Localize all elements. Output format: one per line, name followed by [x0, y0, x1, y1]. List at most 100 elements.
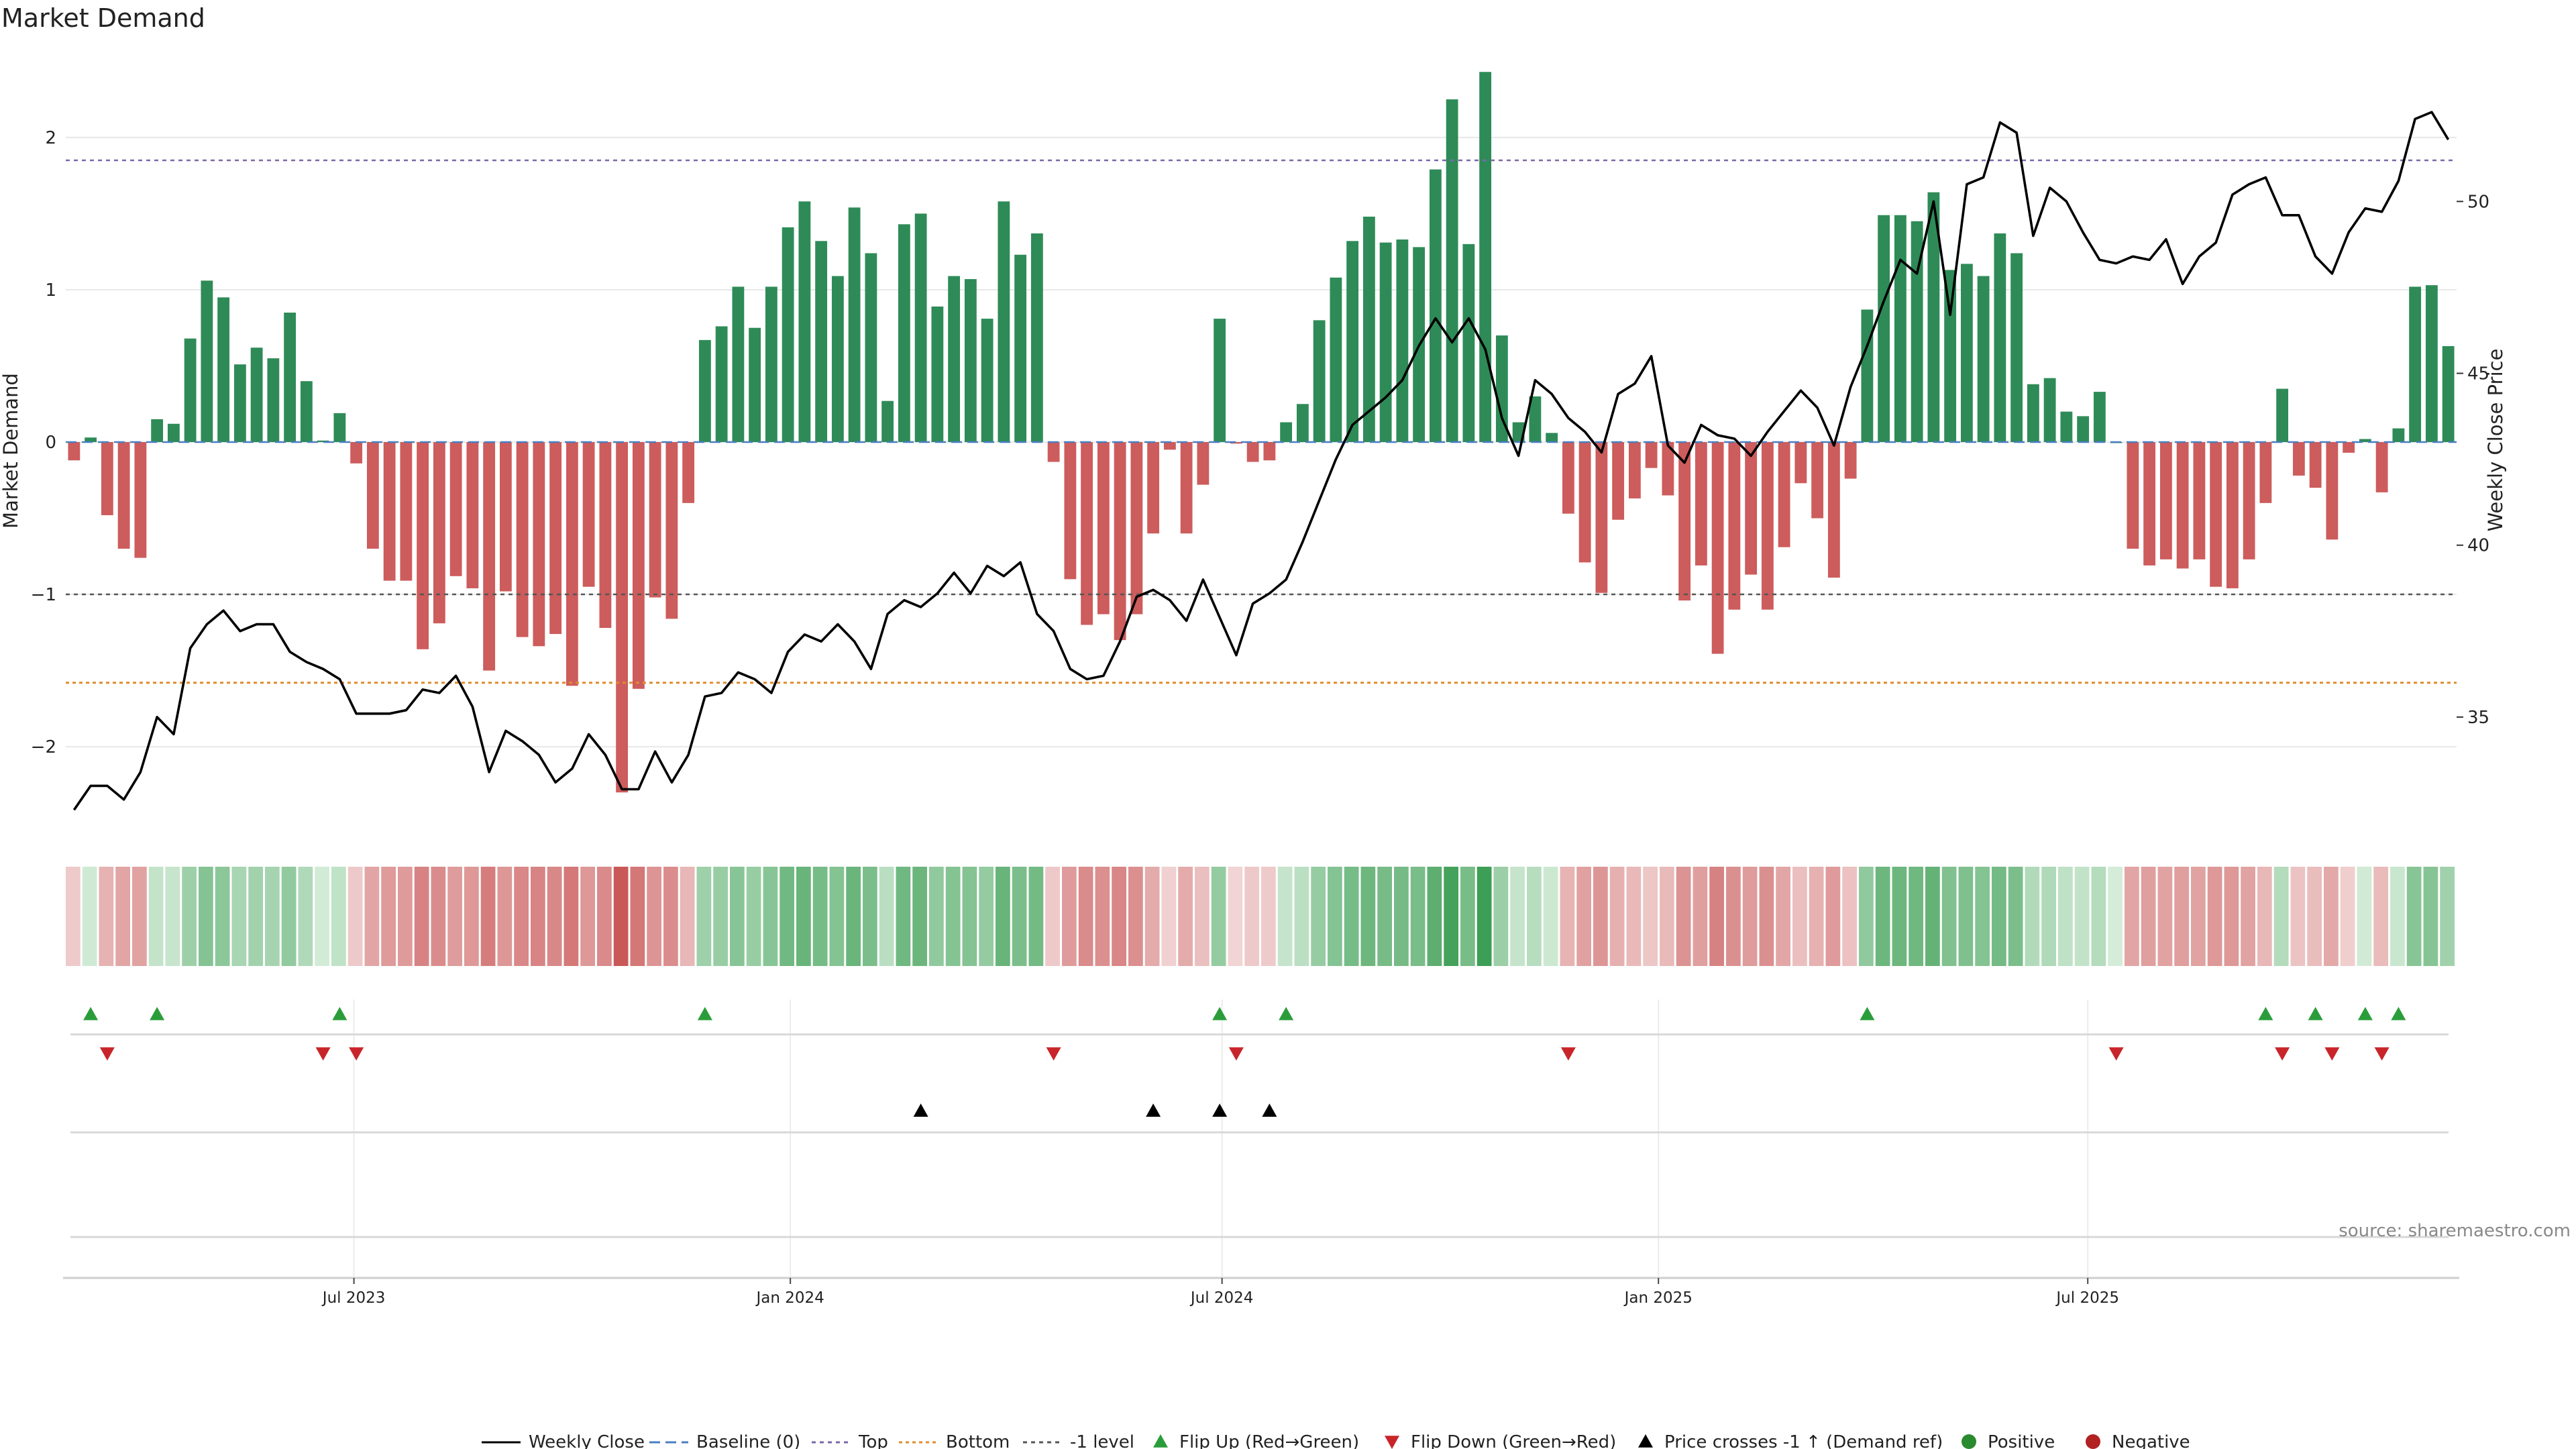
flip-up-marker: [2391, 1007, 2406, 1020]
legend-label: Top: [858, 1432, 888, 1449]
heat-cell: [2241, 867, 2255, 966]
bar-negative: [350, 442, 363, 464]
heat-cell: [2357, 867, 2372, 966]
y-tick-label: 2: [45, 128, 56, 148]
legend-label: Baseline (0): [696, 1432, 800, 1449]
heat-cell: [1045, 867, 1060, 966]
bar-negative: [466, 442, 479, 588]
price-cross-marker: [1262, 1104, 1277, 1117]
bar-positive: [1529, 396, 1542, 442]
bar-negative: [1761, 442, 1774, 610]
bar-negative: [1844, 442, 1857, 479]
legend-swatch: [1638, 1434, 1653, 1448]
heat-cell: [2074, 867, 2090, 966]
bar-positive: [2060, 411, 2073, 442]
heat-cell: [597, 867, 612, 966]
bar-negative: [134, 442, 147, 558]
heat-cell: [564, 867, 579, 966]
bar-positive: [267, 358, 280, 442]
bar-positive: [2027, 384, 2039, 442]
heat-cell: [364, 867, 380, 966]
heat-cell: [148, 867, 164, 966]
heat-cell: [780, 867, 794, 966]
heat-cell: [1792, 867, 1807, 966]
heat-cell: [1958, 867, 1974, 966]
bar-negative: [2143, 442, 2156, 566]
flip-down-marker: [1560, 1047, 1576, 1061]
demand-bars: [68, 72, 2455, 793]
y-tick-label: −1: [31, 585, 56, 605]
heat-cell: [730, 867, 745, 966]
demand-heatmap-strip: [66, 867, 2455, 966]
bar-positive: [1214, 319, 1226, 442]
heat-cell: [398, 867, 413, 966]
heat-cell: [2423, 867, 2438, 966]
heat-cell: [2041, 867, 2056, 966]
heat-cell: [896, 867, 911, 966]
heat-cell: [1892, 867, 1907, 966]
bar-negative: [2193, 442, 2206, 559]
heat-cell: [2141, 867, 2156, 966]
heat-cell: [2440, 867, 2455, 966]
bar-positive: [898, 224, 910, 442]
heat-cell: [2290, 867, 2306, 966]
bar-positive: [1362, 216, 1375, 442]
bar-negative: [1645, 442, 1658, 468]
heat-cell: [514, 867, 529, 966]
heat-cell: [165, 867, 180, 966]
heat-cell: [248, 867, 263, 966]
bar-negative: [616, 442, 629, 793]
heat-cell: [1128, 867, 1143, 966]
heat-cell: [696, 867, 712, 966]
bar-positive: [1977, 276, 1990, 442]
price-cross-marker: [1212, 1104, 1228, 1117]
bar-negative: [2309, 442, 2322, 488]
flip-up-marker: [2357, 1007, 2373, 1020]
bar-positive: [85, 437, 97, 442]
bar-negative: [2292, 442, 2305, 476]
bar-positive: [2077, 416, 2090, 442]
heat-cell: [1328, 867, 1342, 966]
heat-cell: [1842, 867, 1857, 966]
heat-cell: [1344, 867, 1359, 966]
flip-down-marker: [2275, 1047, 2290, 1061]
bar-positive: [1994, 233, 2006, 442]
flip-up-marker: [83, 1007, 99, 1020]
bar-positive: [2425, 285, 2438, 442]
heat-cell: [680, 867, 695, 966]
legend-swatch: [1385, 1436, 1399, 1449]
heat-cell: [746, 867, 761, 966]
heat-cell: [1759, 867, 1774, 966]
heat-cell: [1028, 867, 1044, 966]
y-tick-label: 1: [45, 280, 56, 301]
bar-positive: [2359, 439, 2371, 442]
bar-negative: [417, 442, 429, 649]
level-lines: [66, 159, 2457, 684]
bar-negative: [1130, 442, 1143, 614]
bar-positive: [931, 306, 944, 442]
bar-negative: [400, 442, 413, 581]
bar-negative: [2259, 442, 2272, 503]
legend-label: -1 level: [1070, 1432, 1134, 1449]
bar-negative: [1695, 442, 1707, 566]
heat-cell: [796, 867, 811, 966]
heat-cell: [996, 867, 1010, 966]
bar-positive: [1313, 320, 1326, 442]
legend-swatch: [1962, 1434, 1976, 1449]
heat-cell: [2108, 867, 2123, 966]
bar-positive: [1429, 169, 1442, 443]
bar-positive: [151, 419, 164, 442]
y-axis-label: Market Demand: [0, 373, 22, 529]
bar-negative: [1114, 442, 1126, 641]
heat-cell: [1178, 867, 1193, 966]
heat-cell: [82, 867, 97, 966]
heat-cell: [132, 867, 147, 966]
bar-negative: [516, 442, 529, 637]
heat-cell: [2324, 867, 2339, 966]
heat-cell: [182, 867, 197, 966]
bar-positive: [1944, 270, 1957, 442]
heat-cell: [99, 867, 114, 966]
heat-cell: [1112, 867, 1126, 966]
bar-positive: [865, 253, 877, 442]
heat-cell: [812, 867, 828, 966]
